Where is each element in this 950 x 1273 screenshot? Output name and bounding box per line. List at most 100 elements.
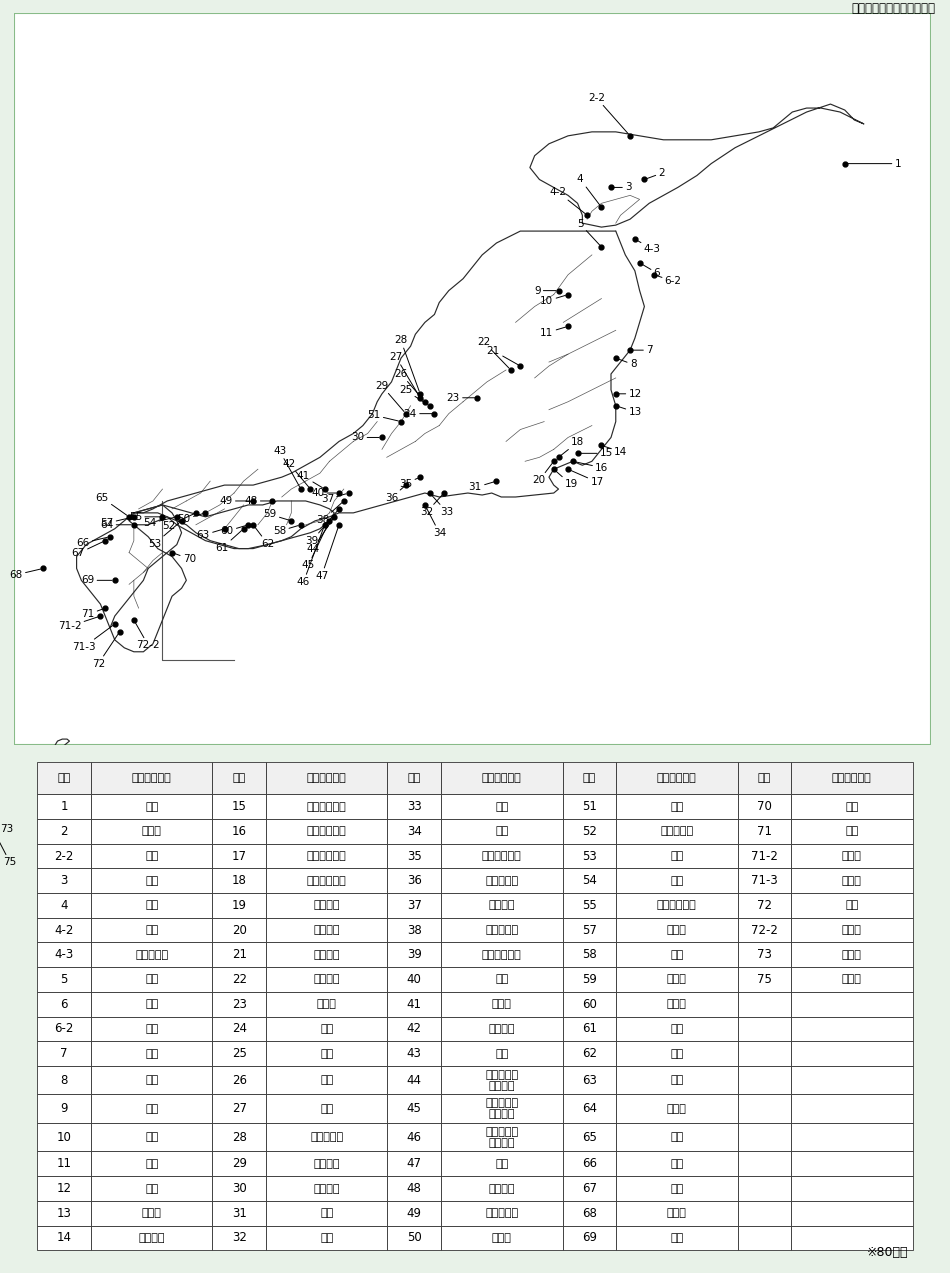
Text: 44: 44 <box>407 1073 422 1087</box>
Text: 2: 2 <box>647 168 665 178</box>
Bar <box>616 1152 737 1176</box>
Bar <box>388 1041 441 1066</box>
Text: 46: 46 <box>407 1130 422 1143</box>
Text: 61: 61 <box>216 531 241 552</box>
Text: 白島: 白島 <box>670 1132 683 1142</box>
Bar <box>616 967 737 992</box>
Bar <box>213 868 266 894</box>
Text: ※80区域: ※80区域 <box>866 1246 908 1259</box>
Bar <box>213 819 266 844</box>
Text: 12: 12 <box>57 1183 71 1195</box>
Text: 60: 60 <box>220 526 246 536</box>
Text: 14: 14 <box>604 447 627 457</box>
Text: 姫路臨海: 姫路臨海 <box>488 1023 515 1034</box>
Text: 久慈: 久慈 <box>145 1023 159 1034</box>
Bar <box>91 967 213 992</box>
Bar <box>616 794 737 819</box>
Bar <box>266 794 388 819</box>
Text: 広野: 広野 <box>145 1184 159 1194</box>
Text: 42: 42 <box>282 458 309 486</box>
Text: 下松: 下松 <box>670 852 683 861</box>
Text: 48: 48 <box>244 496 270 505</box>
Bar <box>791 992 913 1017</box>
Text: 33: 33 <box>431 495 454 517</box>
Text: 24: 24 <box>232 1022 247 1035</box>
Text: 平安座: 平安座 <box>842 950 862 960</box>
Bar <box>562 918 616 942</box>
Bar <box>213 918 266 942</box>
Text: 11: 11 <box>541 327 565 337</box>
Text: 番号: 番号 <box>58 774 71 783</box>
Text: 41: 41 <box>296 471 322 488</box>
Text: 福島: 福島 <box>670 1184 683 1194</box>
Bar <box>266 992 388 1017</box>
Bar <box>91 794 213 819</box>
Text: 45: 45 <box>302 523 329 570</box>
Bar <box>37 918 91 942</box>
Bar <box>737 942 791 967</box>
Bar <box>213 1041 266 1066</box>
Text: 71-2: 71-2 <box>750 849 778 863</box>
Bar <box>791 1200 913 1226</box>
Text: 堺泉北臨海: 堺泉北臨海 <box>485 925 519 936</box>
Bar <box>266 844 388 868</box>
Bar <box>616 992 737 1017</box>
Text: 38: 38 <box>316 503 342 524</box>
Text: 34: 34 <box>407 825 422 838</box>
Bar <box>441 868 562 894</box>
Bar <box>388 1200 441 1226</box>
Bar <box>388 918 441 942</box>
Text: 64: 64 <box>581 1102 597 1115</box>
Text: 阿南: 阿南 <box>670 950 683 960</box>
Bar <box>213 1095 266 1123</box>
Text: 喜入: 喜入 <box>846 900 859 910</box>
Bar <box>562 894 616 918</box>
Text: 71-3: 71-3 <box>750 875 778 887</box>
Text: 番の州: 番の州 <box>667 975 687 984</box>
Text: 番号: 番号 <box>582 774 596 783</box>
Text: 15: 15 <box>580 448 613 458</box>
Text: 66: 66 <box>581 1157 597 1170</box>
Text: 福井臨海: 福井臨海 <box>314 1184 340 1194</box>
Bar <box>562 1017 616 1041</box>
Bar <box>37 1123 91 1152</box>
Text: 26: 26 <box>394 369 423 400</box>
Text: 13: 13 <box>57 1207 71 1220</box>
Text: 40: 40 <box>312 488 336 498</box>
Text: 67: 67 <box>581 1183 597 1195</box>
Bar <box>266 1066 388 1095</box>
Bar <box>388 894 441 918</box>
Text: 小那覇: 小那覇 <box>842 975 862 984</box>
Text: 松山: 松山 <box>670 1076 683 1085</box>
Text: 50: 50 <box>407 1231 422 1245</box>
Text: 73: 73 <box>0 824 14 834</box>
Bar <box>266 942 388 967</box>
Text: 49: 49 <box>407 1207 422 1220</box>
Text: 渥美: 渥美 <box>320 1232 333 1242</box>
Text: 男鹿: 男鹿 <box>145 1104 159 1114</box>
Bar <box>91 992 213 1017</box>
Text: 36: 36 <box>385 488 404 503</box>
Text: 3: 3 <box>61 875 67 887</box>
Text: 番号: 番号 <box>758 774 771 783</box>
Text: 特別防災区域: 特別防災区域 <box>307 774 347 783</box>
Text: 53: 53 <box>148 523 180 549</box>
Text: 44: 44 <box>307 519 332 554</box>
Bar <box>91 918 213 942</box>
Text: 8: 8 <box>61 1073 67 1087</box>
Text: 35: 35 <box>407 849 422 863</box>
Text: 8: 8 <box>618 359 637 369</box>
Text: 東京国際空港: 東京国際空港 <box>307 876 347 886</box>
Bar <box>213 1123 266 1152</box>
Text: 鹿島臨海: 鹿島臨海 <box>139 1232 165 1242</box>
Text: 能美: 能美 <box>670 802 683 812</box>
Bar <box>266 967 388 992</box>
Text: 4-2: 4-2 <box>550 187 585 214</box>
Text: 18: 18 <box>232 875 247 887</box>
Text: 19: 19 <box>556 471 578 490</box>
Text: 7: 7 <box>61 1048 68 1060</box>
Text: 6: 6 <box>642 265 660 278</box>
Bar <box>441 1176 562 1200</box>
Text: 秋田: 秋田 <box>145 1132 159 1142</box>
Bar <box>737 1200 791 1226</box>
